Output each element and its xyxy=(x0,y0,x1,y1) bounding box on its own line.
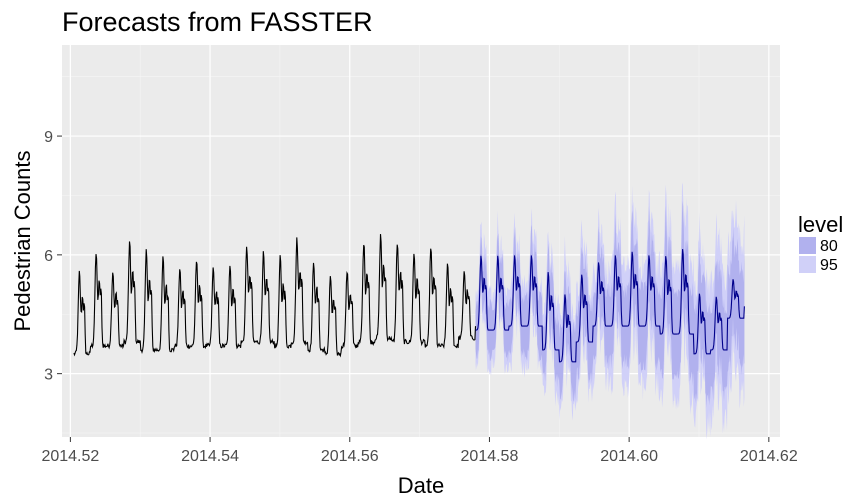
legend-label-80: 80 xyxy=(820,238,838,255)
prediction-intervals xyxy=(475,182,745,440)
legend-label-95: 95 xyxy=(820,257,838,274)
x-tick-label: 2014.54 xyxy=(181,448,239,465)
x-axis-title: Date xyxy=(398,473,444,498)
grid-lines xyxy=(62,45,780,437)
series-lines xyxy=(73,234,745,363)
observed-series-line xyxy=(73,234,477,358)
y-tick-label: 3 xyxy=(44,367,53,384)
x-tick-label: 2014.58 xyxy=(461,448,519,465)
legend-key-95 xyxy=(799,256,816,273)
y-axis-title: Pedestrian Counts xyxy=(10,151,35,332)
x-axis-ticks: 2014.52 2014.54 2014.56 2014.58 2014.60 2014.… xyxy=(41,437,798,465)
forecast-series-line xyxy=(475,249,745,363)
y-axis-ticks: 3 6 9 xyxy=(44,129,62,384)
chart-title: Forecasts from FASSTER xyxy=(62,7,373,37)
legend-key-80 xyxy=(799,237,816,254)
x-tick-label: 2014.56 xyxy=(321,448,379,465)
x-tick-label: 2014.52 xyxy=(41,448,99,465)
y-tick-label: 6 xyxy=(44,248,53,265)
x-tick-label: 2014.60 xyxy=(600,448,658,465)
x-tick-label: 2014.62 xyxy=(740,448,798,465)
y-tick-label: 9 xyxy=(44,129,53,146)
legend-title: level xyxy=(798,212,843,237)
interval-band-80 xyxy=(475,200,745,408)
